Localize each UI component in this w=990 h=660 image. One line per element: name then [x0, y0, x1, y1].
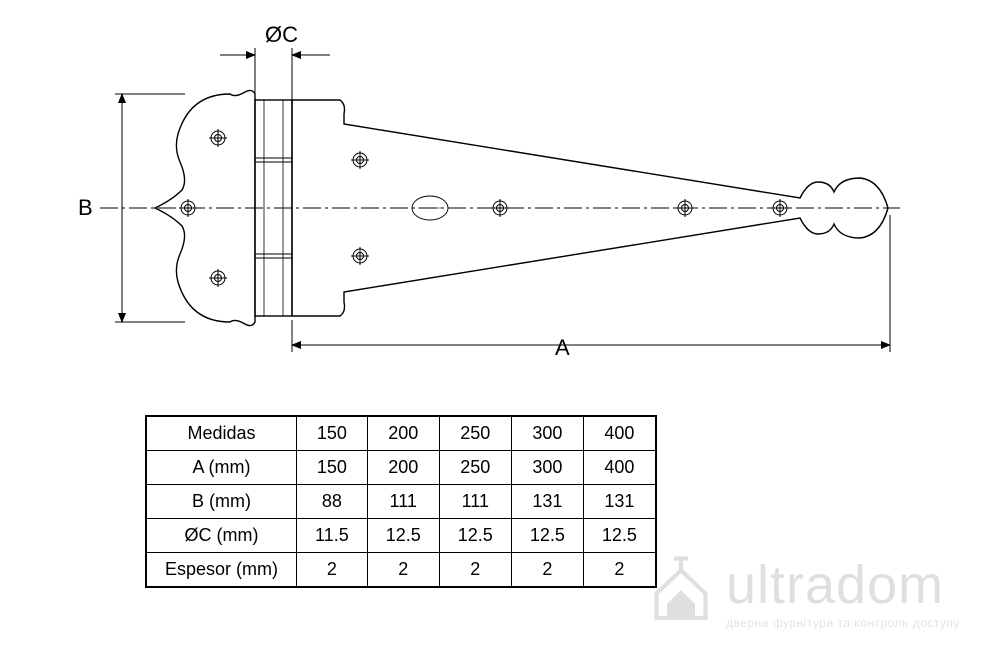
table-size-col: 150 [297, 417, 368, 451]
table-cell: 2 [367, 553, 439, 587]
table-header-row: Medidas 150 200 250 300 400 [147, 417, 656, 451]
table-row-label: ØC (mm) [147, 519, 297, 553]
table-cell: 11.5 [297, 519, 368, 553]
table-cell: 111 [439, 485, 511, 519]
table-row: A (mm) 150 200 250 300 400 [147, 451, 656, 485]
table-row: ØC (mm) 11.5 12.5 12.5 12.5 12.5 [147, 519, 656, 553]
watermark: ultradom дверна фурнітура та контроль до… [646, 554, 960, 630]
table-row-label: B (mm) [147, 485, 297, 519]
watermark-title: ultradom [726, 554, 960, 616]
table-cell: 300 [511, 451, 583, 485]
table-cell: 2 [439, 553, 511, 587]
table-cell: 12.5 [439, 519, 511, 553]
table-cell: 150 [297, 451, 368, 485]
table-cell: 88 [297, 485, 368, 519]
table-row-label: A (mm) [147, 451, 297, 485]
table-row-label: Espesor (mm) [147, 553, 297, 587]
table-cell: 2 [511, 553, 583, 587]
table-header-label: Medidas [147, 417, 297, 451]
table-cell: 111 [367, 485, 439, 519]
table-cell: 12.5 [583, 519, 655, 553]
dimension-table: Medidas 150 200 250 300 400 A (mm) 150 2… [145, 415, 657, 588]
table-cell: 2 [583, 553, 655, 587]
table-cell: 131 [511, 485, 583, 519]
table-size-col: 250 [439, 417, 511, 451]
table-cell: 400 [583, 451, 655, 485]
table-cell: 12.5 [367, 519, 439, 553]
table-size-col: 200 [367, 417, 439, 451]
table-cell: 200 [367, 451, 439, 485]
table-cell: 12.5 [511, 519, 583, 553]
table-cell: 250 [439, 451, 511, 485]
table-size-col: 300 [511, 417, 583, 451]
technical-drawing [60, 30, 930, 360]
table-size-col: 400 [583, 417, 655, 451]
watermark-subtitle: дверна фурнітура та контроль доступу [726, 616, 960, 630]
table-cell: 2 [297, 553, 368, 587]
table-cell: 131 [583, 485, 655, 519]
table-row: B (mm) 88 111 111 131 131 [147, 485, 656, 519]
table-row: Espesor (mm) 2 2 2 2 2 [147, 553, 656, 587]
house-icon [646, 555, 716, 630]
